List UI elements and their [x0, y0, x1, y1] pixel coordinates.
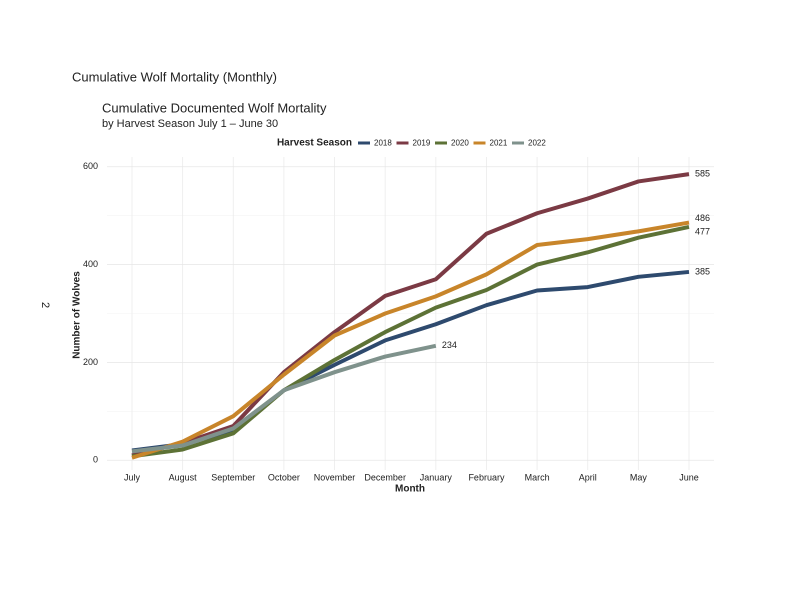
x-axis-label: Month: [395, 484, 425, 495]
chart-title: Cumulative Documented Wolf Mortality: [102, 100, 327, 115]
x-tick-label: March: [525, 472, 550, 482]
legend-label: 2021: [490, 139, 508, 148]
series-line: [131, 224, 690, 459]
x-tick-label: January: [420, 472, 453, 482]
legend-label: 2019: [413, 139, 431, 148]
side-label: 2: [39, 302, 51, 308]
series-line: [131, 343, 437, 454]
x-tick-label: July: [124, 472, 141, 482]
x-tick-label: August: [169, 472, 198, 482]
legend-label: 2018: [374, 139, 392, 148]
y-tick-label: 400: [83, 259, 98, 269]
end-label: 585: [695, 168, 710, 178]
y-tick-label: 0: [93, 455, 98, 465]
y-axis-label: Number of Wolves: [72, 271, 83, 359]
x-tick-label: June: [679, 472, 699, 482]
end-label: 486: [695, 213, 710, 223]
legend-label: 2020: [451, 139, 469, 148]
y-tick-label: 200: [83, 357, 98, 367]
x-tick-label: September: [211, 472, 255, 482]
end-label: 385: [695, 266, 710, 276]
y-tick-label: 600: [83, 161, 98, 171]
series-line: [131, 220, 690, 460]
chart-subtitle: by Harvest Season July 1 – June 30: [102, 118, 278, 130]
x-tick-label: February: [468, 472, 505, 482]
page-heading: Cumulative Wolf Mortality (Monthly): [72, 69, 277, 84]
end-label: 477: [695, 226, 710, 236]
end-label: 234: [442, 340, 457, 350]
x-tick-label: October: [268, 472, 300, 482]
x-tick-label: November: [314, 472, 356, 482]
series-line: [131, 172, 690, 458]
x-tick-label: April: [579, 472, 597, 482]
x-tick-label: May: [630, 472, 648, 482]
x-tick-label: December: [364, 472, 406, 482]
legend-title: Harvest Season: [277, 138, 352, 149]
legend-label: 2022: [528, 139, 546, 148]
